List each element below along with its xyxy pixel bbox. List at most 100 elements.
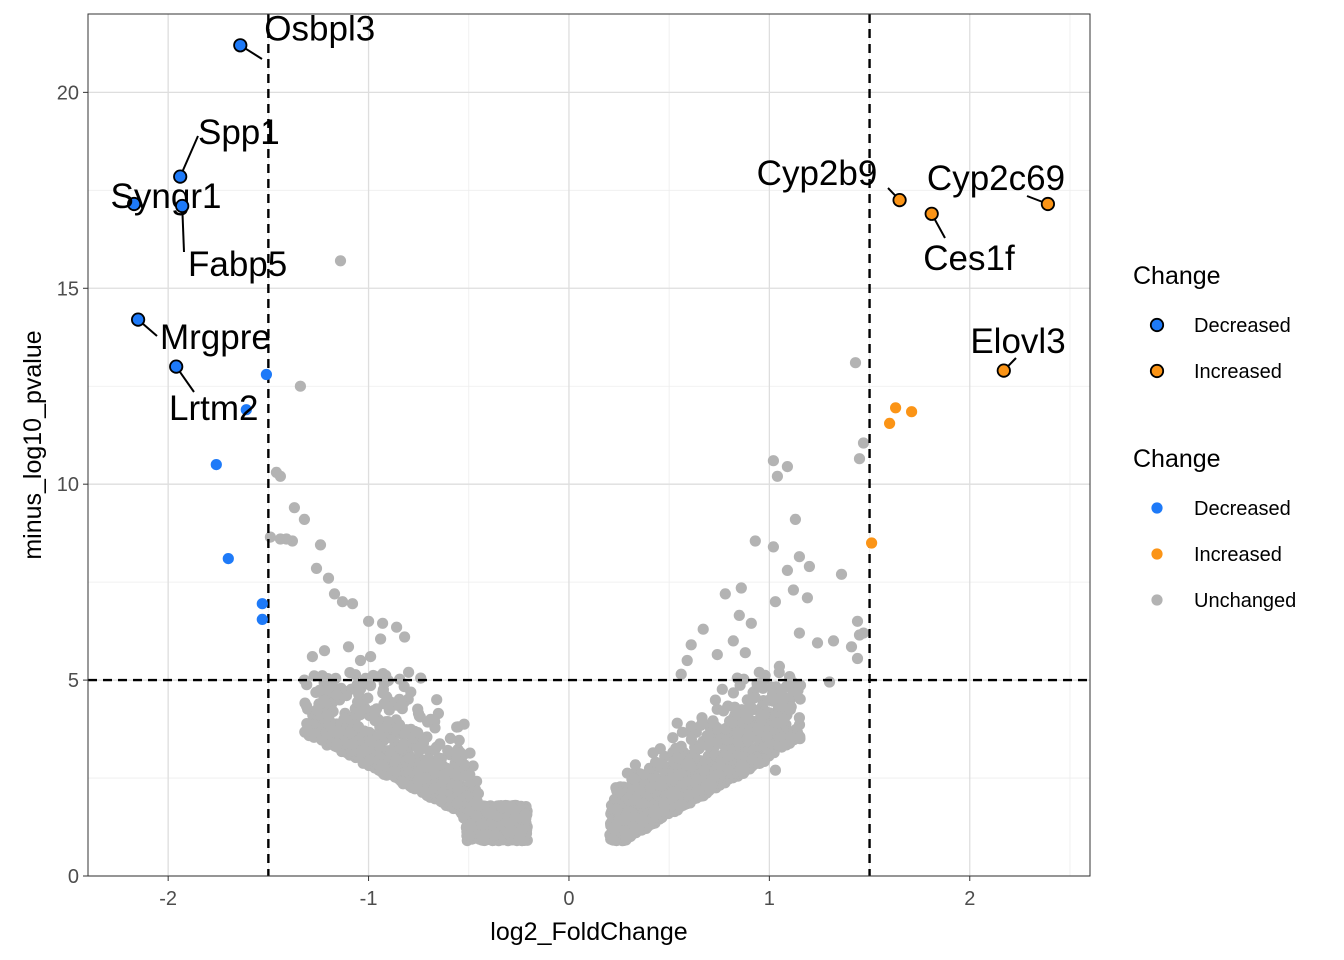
unchanged-point xyxy=(299,726,311,738)
unchanged-point xyxy=(398,681,410,693)
unchanged-point xyxy=(464,830,476,842)
unchanged-point xyxy=(729,701,741,713)
decreased-point xyxy=(210,459,222,471)
unchanged-point xyxy=(415,672,427,684)
unchanged-point xyxy=(352,696,364,708)
unchanged-point xyxy=(787,584,800,596)
unchanged-point xyxy=(344,727,356,739)
unchanged-point xyxy=(395,743,407,755)
unchanged-point xyxy=(460,767,472,780)
annotated-gene-point xyxy=(169,359,184,374)
unchanged-point xyxy=(429,744,441,756)
unchanged-point xyxy=(731,672,743,684)
unchanged-point xyxy=(331,738,343,750)
unchanged-point xyxy=(675,668,687,680)
unchanged-point xyxy=(773,660,786,673)
decreased-point xyxy=(240,404,252,416)
unchanged-point xyxy=(496,801,508,813)
unchanged-point xyxy=(732,736,744,748)
unchanged-point xyxy=(709,694,722,706)
unchanged-point xyxy=(322,572,335,584)
unchanged-point xyxy=(627,827,639,839)
unchanged-point xyxy=(749,535,761,547)
unchanged-point xyxy=(377,687,389,699)
unchanged-point xyxy=(851,652,864,665)
gene-label: Cyp2b9 xyxy=(757,154,878,193)
gene-label: Mrgpre xyxy=(160,318,271,357)
unchanged-point xyxy=(633,784,646,796)
gene-label: Syngr1 xyxy=(111,177,222,216)
unchanged-point xyxy=(451,797,463,810)
unchanged-point xyxy=(793,712,806,724)
unchanged-point xyxy=(823,676,836,688)
unchanged-point xyxy=(637,816,649,828)
unchanged-point xyxy=(693,743,705,755)
unchanged-point xyxy=(308,670,320,682)
unchanged-point xyxy=(324,721,336,733)
y-tick-label: 5 xyxy=(68,670,79,692)
unchanged-point xyxy=(331,689,343,701)
gene-label: Cyp2c69 xyxy=(927,159,1065,198)
y-axis-title: minus_log10_pvalue xyxy=(19,330,47,559)
unchanged-point xyxy=(611,803,623,816)
unchanged-point xyxy=(685,760,698,773)
unchanged-point xyxy=(492,810,504,822)
unchanged-point xyxy=(396,698,408,711)
unchanged-point xyxy=(784,704,797,716)
unchanged-point xyxy=(451,721,463,733)
unchanged-point xyxy=(509,811,521,824)
annotation-leader-line xyxy=(181,205,185,253)
unchanged-point xyxy=(310,562,323,575)
unchanged-point xyxy=(316,670,328,682)
unchanged-point xyxy=(775,685,788,697)
unchanged-point xyxy=(299,697,311,709)
unchanged-point xyxy=(451,779,463,791)
gene-label: Ces1f xyxy=(923,239,1015,278)
unchanged-point xyxy=(391,621,403,633)
x-tick-label: -1 xyxy=(360,888,378,910)
unchanged-point xyxy=(719,588,731,600)
threshold-lines xyxy=(88,14,1090,876)
unchanged-point xyxy=(420,787,432,799)
unchanged-point xyxy=(717,705,730,717)
legend-key xyxy=(1151,548,1163,560)
unchanged-point xyxy=(722,764,735,776)
unchanged-point xyxy=(330,672,342,684)
unchanged-point xyxy=(311,704,323,716)
unchanged-point xyxy=(691,784,703,796)
y-tick-label: 0 xyxy=(68,866,79,888)
y-tick-label: 20 xyxy=(57,82,79,104)
unchanged-point xyxy=(346,598,359,610)
unchanged-point xyxy=(298,513,310,526)
unchanged-point xyxy=(365,651,377,663)
x-axis-title: log2_FoldChange xyxy=(490,918,687,946)
unchanged-point xyxy=(396,776,408,788)
legend-label: Decreased xyxy=(1194,315,1291,337)
increased-point xyxy=(890,402,902,414)
decreased-point xyxy=(256,598,268,610)
unchanged-point xyxy=(442,744,454,757)
unchanged-point xyxy=(620,810,632,822)
unchanged-point xyxy=(647,747,659,759)
unchanged-point xyxy=(342,641,355,653)
unchanged-point xyxy=(727,635,739,647)
unchanged-point xyxy=(513,832,525,845)
unchanged-point xyxy=(650,756,662,768)
annotated-gene-point xyxy=(173,169,188,184)
unchanged-point xyxy=(793,627,806,639)
unchanged-point xyxy=(404,752,416,764)
unchanged-point xyxy=(294,380,306,392)
unchanged-point xyxy=(697,623,709,635)
unchanged-point xyxy=(672,752,684,764)
unchanged-point xyxy=(721,750,734,762)
annotated-gene-point xyxy=(1040,196,1056,212)
unchanged-point xyxy=(792,684,804,697)
unchanged-point xyxy=(771,717,784,729)
legend-key xyxy=(1149,317,1165,333)
unchanged-point xyxy=(377,617,389,629)
unchanged-point xyxy=(412,775,424,787)
unchanged-point xyxy=(768,693,781,705)
unchanged-point xyxy=(794,693,806,705)
unchanged-point xyxy=(352,721,365,733)
unchanged-point xyxy=(344,667,356,679)
